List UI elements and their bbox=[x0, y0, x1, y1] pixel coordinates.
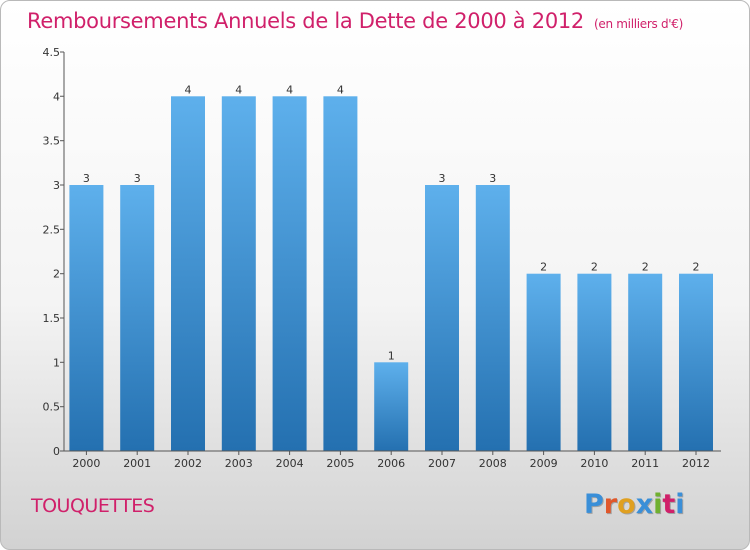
bar-2000 bbox=[69, 185, 104, 451]
bar-2011 bbox=[628, 273, 663, 451]
bar-2002 bbox=[171, 96, 205, 452]
axes-group: 2000 2001 2002 2003 2004 2005 2006 2007 2008 2009… bbox=[43, 46, 721, 470]
x-tick-label-2005: 2005 bbox=[326, 457, 354, 470]
data-label-2006: 1 bbox=[388, 349, 395, 362]
title-text: Remboursements Annuels de la Dette de 20… bbox=[27, 9, 584, 33]
y-tick-label-0.5: 0.5 bbox=[43, 401, 61, 414]
data-label-2004: 4 bbox=[286, 83, 293, 96]
data-label-2010: 2 bbox=[591, 261, 598, 274]
data-label-2008: 3 bbox=[489, 172, 496, 185]
bar-2001 bbox=[120, 185, 155, 451]
y-tick-label-1.5: 1.5 bbox=[43, 312, 61, 325]
bar-2003 bbox=[221, 96, 256, 452]
x-tick-label-2004: 2004 bbox=[276, 457, 304, 470]
logo-letter: o bbox=[617, 489, 636, 520]
bar-2012 bbox=[679, 273, 713, 451]
logo-letter: P bbox=[584, 489, 604, 520]
data-label-2007: 3 bbox=[439, 172, 446, 185]
commune-name: TOUQUETTES bbox=[31, 495, 155, 517]
x-tick-label-2010: 2010 bbox=[580, 457, 608, 470]
bar-2007 bbox=[425, 185, 459, 451]
y-tick-label-3: 3 bbox=[53, 179, 60, 192]
data-label-2001: 3 bbox=[134, 172, 141, 185]
x-tick-label-2006: 2006 bbox=[377, 457, 405, 470]
proxiti-logo[interactable]: Proxiti bbox=[584, 489, 685, 520]
y-tick-label-3.5: 3.5 bbox=[43, 135, 61, 148]
data-label-2009: 2 bbox=[540, 261, 547, 274]
bar-2004 bbox=[272, 96, 307, 452]
x-tick-label-2007: 2007 bbox=[428, 457, 456, 470]
logo-letter: i bbox=[675, 489, 685, 520]
logo-letter: x bbox=[635, 489, 654, 520]
bars-group: 3 3 4 4 4 4 1 3 3 2 2 2 2 bbox=[69, 83, 713, 452]
y-tick-label-4.5: 4.5 bbox=[43, 46, 61, 59]
bar-2006 bbox=[374, 362, 409, 451]
x-tick-label-2012: 2012 bbox=[682, 457, 710, 470]
bar-2008 bbox=[475, 185, 510, 451]
unit-label: (en milliers d'€) bbox=[594, 17, 684, 31]
data-label-2002: 4 bbox=[185, 83, 192, 96]
data-label-2012: 2 bbox=[693, 261, 700, 274]
x-tick-label-2000: 2000 bbox=[72, 457, 100, 470]
bar-2005 bbox=[323, 96, 358, 452]
y-tick-label-2.5: 2.5 bbox=[43, 223, 61, 236]
x-tick-label-2001: 2001 bbox=[123, 457, 151, 470]
bar-2010 bbox=[577, 273, 612, 451]
x-tick-label-2011: 2011 bbox=[631, 457, 659, 470]
x-tick-label-2002: 2002 bbox=[174, 457, 202, 470]
y-tick-label-1: 1 bbox=[53, 356, 60, 369]
data-label-2000: 3 bbox=[83, 172, 90, 185]
y-tick-label-4: 4 bbox=[53, 90, 60, 103]
x-tick-label-2009: 2009 bbox=[530, 457, 558, 470]
y-tick-label-0: 0 bbox=[53, 445, 60, 458]
bar-2009 bbox=[526, 273, 561, 451]
data-label-2003: 4 bbox=[235, 83, 242, 96]
x-tick-label-2003: 2003 bbox=[225, 457, 253, 470]
logo-letter: i bbox=[653, 489, 663, 520]
x-tick-label-2008: 2008 bbox=[479, 457, 507, 470]
logo-letter: r bbox=[603, 489, 618, 520]
logo-letter: t bbox=[662, 489, 676, 520]
chart-title: Remboursements Annuels de la Dette de 20… bbox=[27, 9, 683, 33]
data-label-2011: 2 bbox=[642, 261, 649, 274]
data-label-2005: 4 bbox=[337, 83, 344, 96]
y-tick-label-2: 2 bbox=[53, 268, 60, 281]
